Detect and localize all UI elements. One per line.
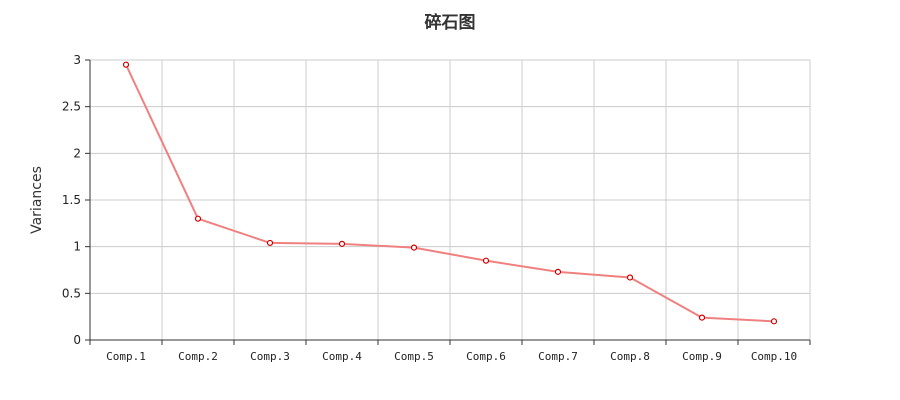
data-point — [770, 318, 778, 325]
x-tick-label: Comp.3 — [250, 350, 290, 363]
x-tick-label: Comp.2 — [178, 350, 218, 363]
x-tick-label: Comp.7 — [538, 350, 578, 363]
x-tick-label: Comp.10 — [751, 350, 797, 363]
chart-title: 碎石图 — [424, 13, 476, 33]
data-point — [698, 314, 706, 321]
x-tick-label: Comp.6 — [466, 350, 506, 363]
data-point — [122, 61, 130, 68]
x-tick-label: Comp.1 — [106, 350, 146, 363]
y-tick-label: 2 — [73, 146, 81, 160]
data-point — [554, 268, 562, 275]
data-point — [482, 257, 490, 264]
y-tick-label: 0.5 — [62, 286, 81, 300]
y-tick-label: 2.5 — [62, 100, 81, 114]
x-tick-label: Comp.8 — [610, 350, 650, 363]
data-point — [626, 274, 634, 281]
x-tick-label: Comp.4 — [322, 350, 362, 363]
data-point — [338, 240, 346, 247]
data-point — [266, 239, 274, 247]
x-tick-label: Comp.5 — [394, 350, 434, 363]
y-tick-label: 0 — [73, 333, 81, 347]
data-point — [410, 244, 418, 251]
y-tick-label: 3 — [73, 53, 81, 67]
y-axis-title: Variances — [29, 166, 45, 234]
series-line — [125, 64, 775, 323]
data-point — [194, 215, 202, 222]
y-tick-label: 1 — [73, 240, 81, 254]
x-tick-label: Comp.9 — [682, 350, 722, 363]
y-tick-label: 1.5 — [62, 193, 81, 207]
